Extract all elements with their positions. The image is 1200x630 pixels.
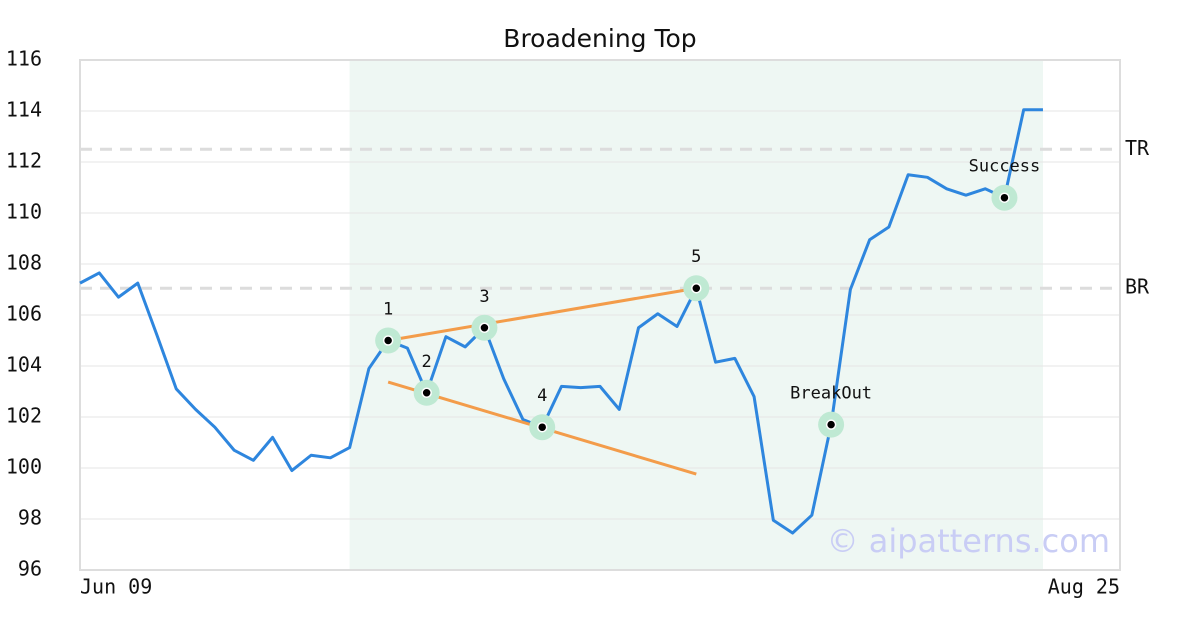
level-label: TR [1125, 136, 1150, 160]
chart-title: Broadening Top [503, 24, 696, 53]
y-tick-label: 114 [6, 98, 42, 122]
watermark: © aipatterns.com [827, 522, 1110, 560]
y-tick-label: 104 [6, 353, 42, 377]
plot-border [79, 59, 1121, 571]
pattern-point [421, 387, 432, 399]
pattern-label: 5 [691, 247, 701, 267]
trend-line [387, 286, 697, 342]
x-tick-label: Aug 25 [1048, 575, 1120, 599]
y-tick-label: 102 [6, 404, 42, 428]
y-tick-label: 112 [6, 149, 42, 173]
pattern-label: 1 [383, 300, 393, 320]
pattern-point [691, 282, 702, 294]
pattern-label: 2 [422, 352, 432, 372]
pattern-label: 3 [479, 287, 489, 307]
pattern-label: Success [969, 157, 1041, 177]
pattern-label: BreakOut [790, 384, 872, 404]
price-line [79, 108, 1043, 535]
pattern-point [382, 335, 394, 346]
y-tick-label: 96 [18, 557, 42, 581]
y-tick-label: 106 [6, 302, 42, 326]
pattern-point [999, 192, 1010, 203]
x-tick-label: Jun 09 [80, 575, 152, 599]
pattern-point [536, 421, 548, 433]
level-label: BR [1125, 275, 1150, 299]
pattern-label: 4 [537, 386, 547, 406]
pattern-point [479, 322, 490, 333]
pattern-point [825, 419, 837, 430]
y-tick-label: 110 [6, 200, 42, 224]
y-tick-label: 116 [6, 47, 42, 71]
y-tick-label: 98 [18, 506, 42, 530]
y-tick-label: 100 [6, 455, 42, 479]
y-tick-label: 108 [6, 251, 42, 275]
